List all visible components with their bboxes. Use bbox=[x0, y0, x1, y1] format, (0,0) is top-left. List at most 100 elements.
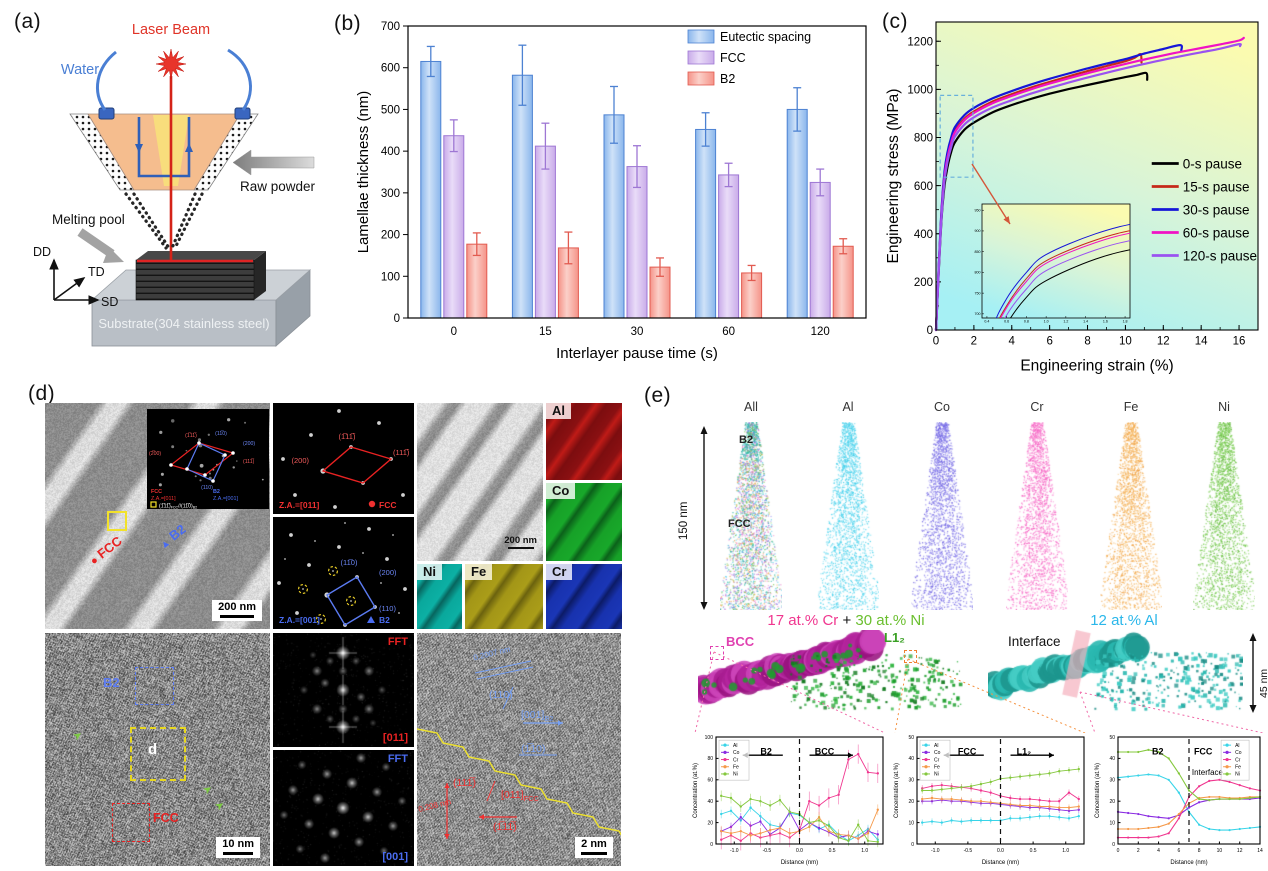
b2-plane2-label: (1̅10) bbox=[521, 743, 546, 755]
saed-inset: (1̅11̅) (11̅0) (200) (2̅00) (111̅) (110) FCC Z.… bbox=[147, 409, 269, 509]
fcc-plane2-label: (1̅11̅) bbox=[493, 821, 517, 833]
svg-text:Cr: Cr bbox=[934, 757, 940, 763]
fcc-roi-label: FCC bbox=[153, 811, 179, 825]
zone-axis-label: [001] bbox=[382, 851, 408, 863]
za-sub: FCC bbox=[524, 794, 539, 803]
svg-text:1.4: 1.4 bbox=[1083, 320, 1088, 324]
apt-tip-cr bbox=[1006, 422, 1068, 610]
svg-text:16: 16 bbox=[1233, 336, 1246, 348]
svg-text:900: 900 bbox=[975, 229, 981, 233]
svg-text:(2̅00): (2̅00) bbox=[149, 450, 161, 457]
svg-text:B2: B2 bbox=[1152, 747, 1164, 757]
axis-td-arrow bbox=[54, 278, 84, 300]
svg-text:Engineering strain (%): Engineering strain (%) bbox=[1020, 358, 1173, 375]
svg-text:Z.A.=[011]: Z.A.=[011] bbox=[279, 500, 320, 510]
powder-stream bbox=[134, 194, 169, 248]
svg-text:40: 40 bbox=[908, 756, 914, 762]
svg-text:(1̅11̅): (1̅11̅) bbox=[185, 432, 197, 439]
svg-text:Z.A.=[011]: Z.A.=[011] bbox=[151, 496, 176, 502]
water-tube-right bbox=[228, 50, 250, 110]
svg-text:4: 4 bbox=[1157, 848, 1160, 854]
panel-e-label: (e) bbox=[644, 384, 671, 408]
svg-text:800: 800 bbox=[975, 271, 981, 275]
svg-text:Al: Al bbox=[934, 743, 938, 749]
bcc-roi-box bbox=[710, 646, 724, 660]
svg-text:Interface: Interface bbox=[1192, 768, 1224, 777]
svg-text:10: 10 bbox=[1119, 336, 1132, 348]
svg-text:1.6: 1.6 bbox=[1103, 320, 1108, 324]
svg-text:1.0: 1.0 bbox=[1044, 320, 1049, 324]
bcc-label: BCC bbox=[726, 634, 754, 649]
apt-tip-ni bbox=[1193, 422, 1255, 610]
svg-text:6: 6 bbox=[1177, 848, 1180, 854]
svg-text:30: 30 bbox=[908, 778, 914, 784]
svg-text:Lamellae thickness (nm): Lamellae thickness (nm) bbox=[355, 91, 372, 254]
fft-roi-box bbox=[130, 727, 186, 781]
concentration-profile-fcc-l12: -1.0 -0.5 0.0 0.5 1.0 0 10 20 30 40 50 FCC L1₂ Al Co Cr… bbox=[891, 733, 1089, 866]
stress-strain-chart: 0 2 4 6 8 10 12 14 16 0 200 400 600 800 1000 1200 0-s pa… bbox=[882, 14, 1268, 376]
powder-stream bbox=[126, 194, 166, 248]
svg-text:50: 50 bbox=[908, 735, 914, 741]
svg-text:8: 8 bbox=[1084, 336, 1090, 348]
fft-label: FFT bbox=[388, 753, 408, 765]
b2-roi-box bbox=[135, 667, 174, 705]
scale-bar-200nm: 200 nm bbox=[504, 536, 537, 549]
axis-dd-label: DD bbox=[33, 245, 51, 259]
svg-text:0: 0 bbox=[933, 336, 939, 348]
fcc-plane-label: (111̅) bbox=[453, 777, 476, 789]
powder-stream bbox=[172, 194, 195, 248]
svg-text:0: 0 bbox=[911, 842, 914, 848]
svg-text:0-s pause: 0-s pause bbox=[1183, 156, 1242, 171]
scale-bar-line bbox=[581, 852, 607, 855]
svg-text:600: 600 bbox=[914, 181, 933, 193]
svg-text:Fe: Fe bbox=[1235, 765, 1241, 771]
svg-text:FCC: FCC bbox=[1194, 747, 1213, 757]
plus-sign: + bbox=[842, 612, 851, 629]
b2-plane-label: (110) bbox=[489, 689, 513, 701]
svg-text:100: 100 bbox=[705, 735, 714, 741]
scale-text: 200 nm bbox=[504, 535, 537, 546]
fcc-zone-axis-label: [011]FCC bbox=[501, 789, 539, 803]
melting-pool-label: Melting pool bbox=[52, 212, 125, 227]
b2-roi-label: B2 bbox=[103, 675, 120, 690]
fft-roi-label: d bbox=[148, 741, 157, 758]
svg-text:Al: Al bbox=[1235, 743, 1239, 749]
svg-text:(110): (110) bbox=[379, 604, 396, 613]
svg-text:200: 200 bbox=[381, 230, 400, 242]
svg-text:Interlayer pause time (s): Interlayer pause time (s) bbox=[556, 345, 718, 362]
scale-text: 10 nm bbox=[222, 838, 254, 850]
svg-text:Distance (nm): Distance (nm) bbox=[982, 860, 1019, 866]
tip-label-ni: Ni bbox=[1193, 400, 1255, 414]
svg-text:B2: B2 bbox=[213, 489, 220, 495]
svg-text:300: 300 bbox=[381, 188, 400, 200]
svg-text:Concentration (at.%): Concentration (at.%) bbox=[693, 763, 699, 818]
svg-text:400: 400 bbox=[914, 229, 933, 241]
svg-text:6: 6 bbox=[1046, 336, 1052, 348]
svg-text:(1̅11̅)FCC//(11̅0)B2: (1̅11̅)FCC//(11̅0)B2 bbox=[159, 503, 197, 510]
svg-text:60-s pause: 60-s pause bbox=[1183, 225, 1250, 240]
svg-text:200: 200 bbox=[914, 277, 933, 289]
svg-text:FCC: FCC bbox=[379, 500, 396, 510]
svg-text:0.0: 0.0 bbox=[796, 848, 803, 854]
svg-text:Co: Co bbox=[934, 750, 941, 756]
powder-stream bbox=[175, 194, 202, 248]
svg-text:20: 20 bbox=[908, 799, 914, 805]
svg-text:-1.0: -1.0 bbox=[931, 848, 940, 854]
svg-text:Al: Al bbox=[733, 743, 737, 749]
svg-text:Cr: Cr bbox=[1235, 757, 1241, 763]
tip-label-co: Co bbox=[911, 400, 973, 414]
l12-label: L1₂ bbox=[884, 630, 905, 645]
melting-pool-arrow bbox=[80, 232, 112, 254]
za-text: [001] bbox=[521, 709, 544, 721]
lamellae-thickness-bar-chart: 0 100 200 300 400 500 600 700 0 15 30 60 120 Eutectic… bbox=[352, 14, 876, 366]
build-block-layers bbox=[136, 260, 254, 300]
svg-text:30: 30 bbox=[631, 326, 644, 338]
svg-text:100: 100 bbox=[381, 271, 400, 283]
tip-label-all: All bbox=[720, 400, 782, 414]
scale-bar-10nm: 10 nm bbox=[216, 837, 260, 858]
svg-text:1.0: 1.0 bbox=[1062, 848, 1069, 854]
hrtem-image: B2 d FCC ➤ ➤ ➤ 10 nm bbox=[45, 633, 270, 866]
svg-text:0.8: 0.8 bbox=[1024, 320, 1029, 324]
svg-text:B2: B2 bbox=[720, 72, 735, 86]
composition-isosurface-caption: 17 at.% Cr + 30 at.% Ni bbox=[740, 612, 952, 629]
